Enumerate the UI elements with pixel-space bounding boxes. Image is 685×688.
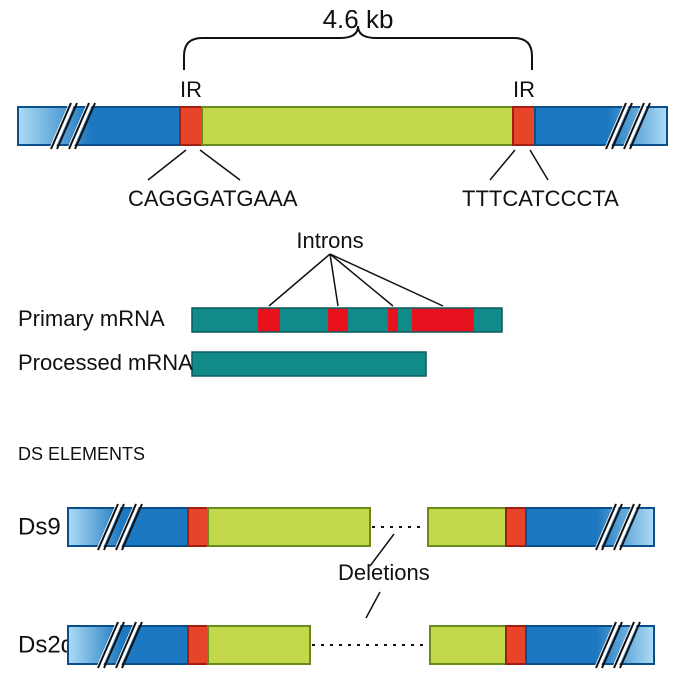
ds-name-label: Ds9 — [18, 514, 61, 541]
transposon-diagram: 4.6 kb IR IR CAGGGATGAAA TTTCATCCCTA Introns P… — [10, 10, 675, 678]
processed-mrna-label: Processed mRNA — [18, 350, 193, 375]
ir-label-right: IR — [513, 77, 535, 102]
ac-element: 4.6 kb IR IR CAGGGATGAAA TTTCATCCCTA — [18, 10, 667, 211]
ds-heading: DS ELEMENTS — [18, 444, 145, 464]
mrna-section: Introns Primary mRNA Processed mRNA — [18, 228, 502, 376]
ds-elements: DS ELEMENTS Ds9 Ds2d1 Deletions — [18, 444, 654, 668]
deletions-label: Deletions — [338, 560, 430, 585]
size-label: 4.6 kb — [323, 10, 394, 34]
introns-label: Introns — [296, 228, 363, 253]
ds-row-ds2d1: Ds2d1 — [18, 622, 654, 668]
ir-seq-right: TTTCATCCCTA — [462, 186, 619, 211]
ds-row-ds9: Ds9 — [18, 504, 654, 550]
ir-label-left: IR — [180, 77, 202, 102]
ir-seq-left: CAGGGATGAAA — [128, 186, 298, 211]
primary-mrna-label: Primary mRNA — [18, 306, 165, 331]
